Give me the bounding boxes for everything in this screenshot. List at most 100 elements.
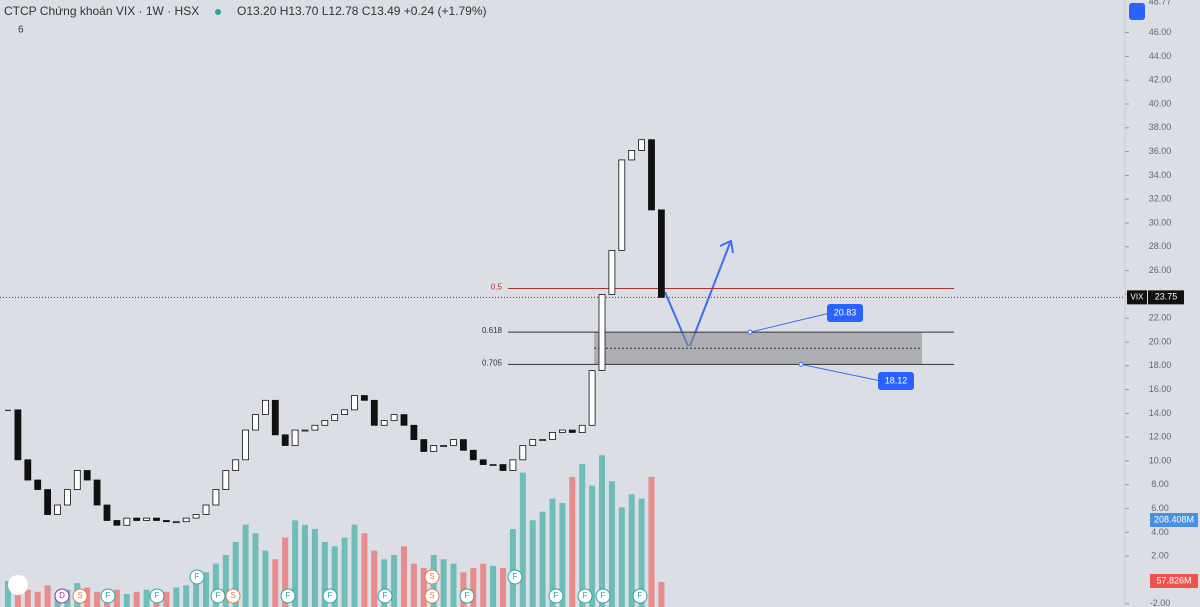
y-tick-label: 14.00 [1149,408,1172,418]
y-tick-label: 38.00 [1149,122,1172,132]
candle [301,429,309,432]
candle [529,439,537,446]
callout-box [827,304,863,322]
event-badge [189,569,205,585]
event-badge [577,588,593,604]
event-label: F [216,591,221,600]
candle [390,414,398,421]
event-badge [149,588,165,604]
volume-bar [480,563,487,607]
symbol-tag-label: VIX [1131,292,1145,301]
event-label: F [638,591,643,600]
volume-bar [628,494,635,607]
candle [509,459,517,471]
event-badge [377,588,393,604]
candle [64,489,71,506]
event-label: F [383,591,388,600]
y-tick-label: 40.00 [1149,98,1172,108]
y-tick-label: 34.00 [1149,170,1172,180]
volume-bar [242,524,249,607]
callout-anchor [747,329,753,335]
candle [103,504,111,521]
volume-bar [500,567,506,607]
y-tick-label: 44.00 [1149,51,1172,61]
candle [410,424,418,440]
event-label: F [513,572,518,581]
high-marker: 48.77 [1149,0,1172,6]
candle [430,445,438,452]
volume-bar [470,567,477,607]
tool-button[interactable] [1129,3,1145,20]
y-tick-label: 22.00 [1149,313,1172,323]
candle [133,517,141,521]
candle [638,139,645,151]
volume-bar [351,524,358,607]
volume-bar [529,520,536,607]
y-tick-label: 20.00 [1149,336,1172,346]
candle [479,459,487,465]
volume-bar [450,563,457,607]
volume-bar [282,537,289,607]
candle [588,370,596,426]
event-label: F [106,591,111,600]
y-tick-label: 30.00 [1149,217,1172,227]
volume-bar [519,472,526,607]
candle [341,409,349,415]
volume-bar [401,546,407,607]
volume-bar [232,541,239,607]
volume-bar [589,485,596,607]
volume-bar [113,589,120,607]
volume-bar [549,498,556,607]
volume-bar [381,559,388,607]
event-badge [280,588,296,604]
candle [380,420,388,426]
volume-bar [618,507,625,607]
callout-line [749,312,831,333]
fib-label: 0.5 [491,283,503,292]
event-badge [595,588,611,604]
volume-bar [599,455,605,607]
y-tick-label: -2.00 [1150,598,1171,607]
event-badge [100,588,116,604]
candle [34,479,42,490]
event-label: S [429,591,434,600]
event-label: F [465,591,470,600]
event-label: F [554,591,559,600]
volume-bar [94,591,101,607]
price-tag [1148,290,1184,305]
candle [559,429,566,433]
y-tick-label: 32.00 [1149,194,1172,204]
volume-bar [579,463,586,607]
candle [519,445,527,461]
event-label: F [286,591,291,600]
candle [281,434,289,446]
candle [5,409,11,411]
event-label: F [601,591,606,600]
volume-bar [14,587,21,607]
volume-ma-label: 208.408M [1154,514,1194,524]
volume-bar [371,550,378,607]
candle [331,414,339,421]
y-tick-label: 6.00 [1151,503,1169,513]
volume-bar [292,520,299,607]
candle [568,429,576,433]
y-tick-label: 4.00 [1151,527,1169,537]
volume-bar [341,537,348,607]
y-tick-label: 8.00 [1151,479,1169,489]
event-badge [210,588,226,604]
candle [311,424,319,431]
last-volume-tag [1150,574,1198,588]
y-tick-label: 10.00 [1149,455,1172,465]
candle [598,293,606,371]
candle [162,520,170,523]
volume-bar [648,476,655,607]
status-dot [215,9,221,15]
event-badge [424,588,440,604]
volume-bar [34,591,41,607]
candle [54,504,61,515]
volume-bar [658,581,665,607]
candle [153,517,160,521]
volume-bar [440,559,447,607]
candle [400,414,408,426]
